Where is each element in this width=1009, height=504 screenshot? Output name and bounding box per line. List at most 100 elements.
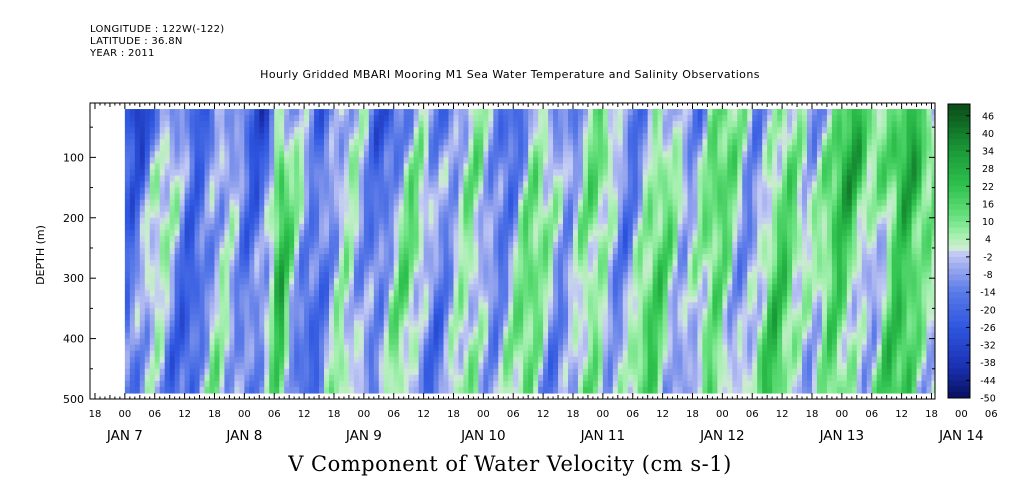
heatmap-cell (134, 368, 141, 376)
heatmap-cell (149, 350, 156, 358)
heatmap-cell (448, 115, 455, 122)
heatmap-cell (249, 193, 255, 201)
heatmap-cell (428, 314, 435, 322)
heatmap-cell (259, 314, 265, 322)
heatmap-cell (348, 163, 355, 171)
heatmap-cell (612, 368, 619, 376)
heatmap-cell (329, 217, 335, 225)
heatmap-cell (194, 284, 201, 291)
heatmap-cell (353, 229, 360, 237)
heatmap-cell (448, 332, 455, 340)
heatmap-cell (428, 386, 435, 394)
heatmap-cell (642, 211, 649, 219)
heatmap-cell (124, 235, 131, 243)
heatmap-cell (299, 223, 305, 231)
heatmap-cell (423, 356, 430, 364)
heatmap-cell (254, 320, 260, 328)
heatmap-cell (368, 223, 375, 231)
heatmap-cell (418, 145, 425, 152)
heatmap-cell (533, 133, 539, 140)
heatmap-cell (139, 241, 146, 249)
heatmap-cell (378, 181, 385, 189)
heatmap-cell (294, 163, 300, 171)
heatmap-cell (647, 326, 654, 334)
heatmap-cell (169, 338, 176, 346)
heatmap-cell (533, 338, 539, 346)
heatmap-cell (239, 157, 245, 165)
heatmap-cell (513, 332, 519, 340)
heatmap-cell (254, 223, 260, 231)
heatmap-cell (582, 296, 589, 303)
heatmap-cell (423, 368, 430, 376)
heatmap-cell (533, 223, 539, 231)
heatmap-cell (204, 229, 211, 237)
heatmap-cell (388, 278, 395, 285)
heatmap-cell (353, 386, 360, 394)
heatmap-cell (458, 278, 465, 285)
heatmap-cell (284, 115, 290, 122)
heatmap-cell (329, 326, 335, 334)
heatmap-cell (289, 356, 295, 364)
heatmap-cell (264, 247, 270, 255)
heatmap-cell (134, 211, 141, 219)
heatmap-cell (304, 187, 310, 195)
heatmap-cell (219, 163, 226, 171)
heatmap-cell (314, 260, 320, 267)
heatmap-cell (528, 151, 534, 158)
heatmap-cell (637, 247, 644, 255)
heatmap-cell (448, 260, 455, 267)
heatmap-cell (219, 181, 226, 189)
heatmap-cell (314, 223, 320, 231)
heatmap-cell (179, 350, 186, 358)
heatmap-cell (284, 181, 290, 189)
heatmap-cell (558, 386, 564, 394)
heatmap-cell (139, 235, 146, 243)
heatmap-cell (403, 181, 410, 189)
heatmap-cell (418, 211, 425, 219)
heatmap-cell (214, 127, 221, 134)
heatmap-cell (269, 308, 275, 316)
heatmap-cell (284, 332, 290, 340)
heatmap-cell (234, 199, 240, 207)
heatmap-cell (324, 169, 330, 177)
heatmap-cell (254, 260, 260, 267)
heatmap-cell (518, 278, 524, 285)
heatmap-cell (468, 320, 474, 328)
heatmap-cell (568, 254, 574, 261)
heatmap-cell (239, 181, 245, 189)
latitude-label: LATITUDE : 36.8N (90, 36, 183, 47)
heatmap-cell (398, 181, 405, 189)
heatmap-cell (284, 296, 290, 303)
heatmap-cell (144, 127, 151, 134)
heatmap-cell (528, 368, 534, 376)
heatmap-cell (393, 308, 400, 316)
heatmap-cell (553, 296, 559, 303)
heatmap-cell (458, 302, 465, 309)
heatmap-cell (169, 163, 176, 171)
heatmap-cell (408, 290, 415, 297)
heatmap-cell (164, 157, 171, 165)
heatmap-cell (383, 217, 390, 225)
heatmap-cell (553, 284, 559, 291)
heatmap-cell (592, 163, 599, 171)
heatmap-cell (428, 308, 435, 316)
heatmap-cell (249, 211, 255, 219)
heatmap-cell (274, 217, 280, 225)
heatmap-cell (368, 356, 375, 364)
heatmap-cell (229, 157, 235, 165)
heatmap-cell (204, 241, 211, 249)
heatmap-cell (493, 181, 499, 189)
heatmap-cell (179, 223, 186, 231)
heatmap-cell (498, 266, 504, 273)
heatmap-cell (269, 254, 275, 261)
heatmap-cell (304, 290, 310, 297)
heatmap-cell (508, 175, 514, 183)
heatmap-cell (453, 344, 460, 352)
heatmap-cell (209, 254, 216, 261)
heatmap-cell (164, 296, 171, 303)
heatmap-cell (453, 187, 460, 195)
heatmap-cell (538, 380, 544, 388)
heatmap-cell (503, 266, 509, 273)
heatmap-cell (259, 386, 265, 394)
heatmap-cell (358, 332, 365, 340)
